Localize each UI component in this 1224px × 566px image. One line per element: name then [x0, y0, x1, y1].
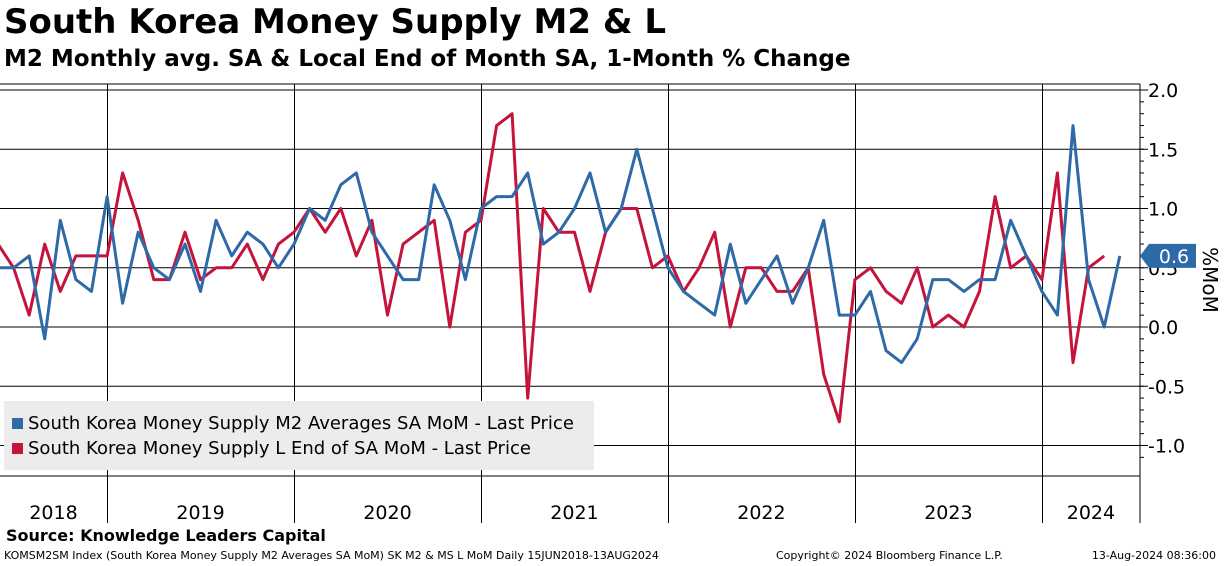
- x-year-label: 2022: [737, 502, 785, 524]
- x-year-label: 2021: [550, 502, 598, 524]
- legend-swatch-l: [12, 443, 23, 454]
- series-line-m2: [0, 124, 1122, 365]
- last-value-tag: [1140, 243, 1196, 268]
- y-axis-title: %MoM: [1198, 247, 1222, 313]
- y-tick-label: 0.0: [1148, 317, 1178, 339]
- y-tick-label: 1.5: [1148, 139, 1178, 161]
- y-tick-label: 1.0: [1148, 199, 1178, 221]
- source-note: Source: Knowledge Leaders Capital: [6, 526, 326, 545]
- chart-title: South Korea Money Supply M2 & L: [4, 2, 667, 42]
- last-value-label: 0.6: [1159, 246, 1189, 268]
- legend: South Korea Money Supply M2 Averages SA …: [4, 401, 594, 470]
- legend-label-l: South Korea Money Supply L End of SA MoM…: [28, 438, 531, 459]
- chart-subtitle: M2 Monthly avg. SA & Local End of Month …: [4, 46, 851, 72]
- x-year-label: 2020: [363, 502, 411, 524]
- copyright: Copyright© 2024 Bloomberg Finance L.P.: [776, 549, 1003, 562]
- y-tick-label: 2.0: [1148, 80, 1178, 102]
- legend-swatch-m2: [12, 418, 23, 429]
- legend-item-l: South Korea Money Supply L End of SA MoM…: [12, 438, 531, 459]
- y-tick-label: -1.0: [1148, 436, 1185, 458]
- x-year-label: 2023: [924, 502, 972, 524]
- y-tick-label: -0.5: [1148, 376, 1185, 398]
- series-layer: [0, 112, 1122, 424]
- timestamp: 13-Aug-2024 08:36:00: [1091, 549, 1216, 562]
- index-info: KOMSM2SM Index (South Korea Money Supply…: [4, 549, 659, 562]
- x-year-label: 2019: [176, 502, 224, 524]
- x-year-label: 2018: [29, 502, 77, 524]
- legend-label-m2: South Korea Money Supply M2 Averages SA …: [28, 413, 574, 434]
- x-year-label: 2024: [1067, 502, 1115, 524]
- legend-item-m2: South Korea Money Supply M2 Averages SA …: [12, 413, 574, 434]
